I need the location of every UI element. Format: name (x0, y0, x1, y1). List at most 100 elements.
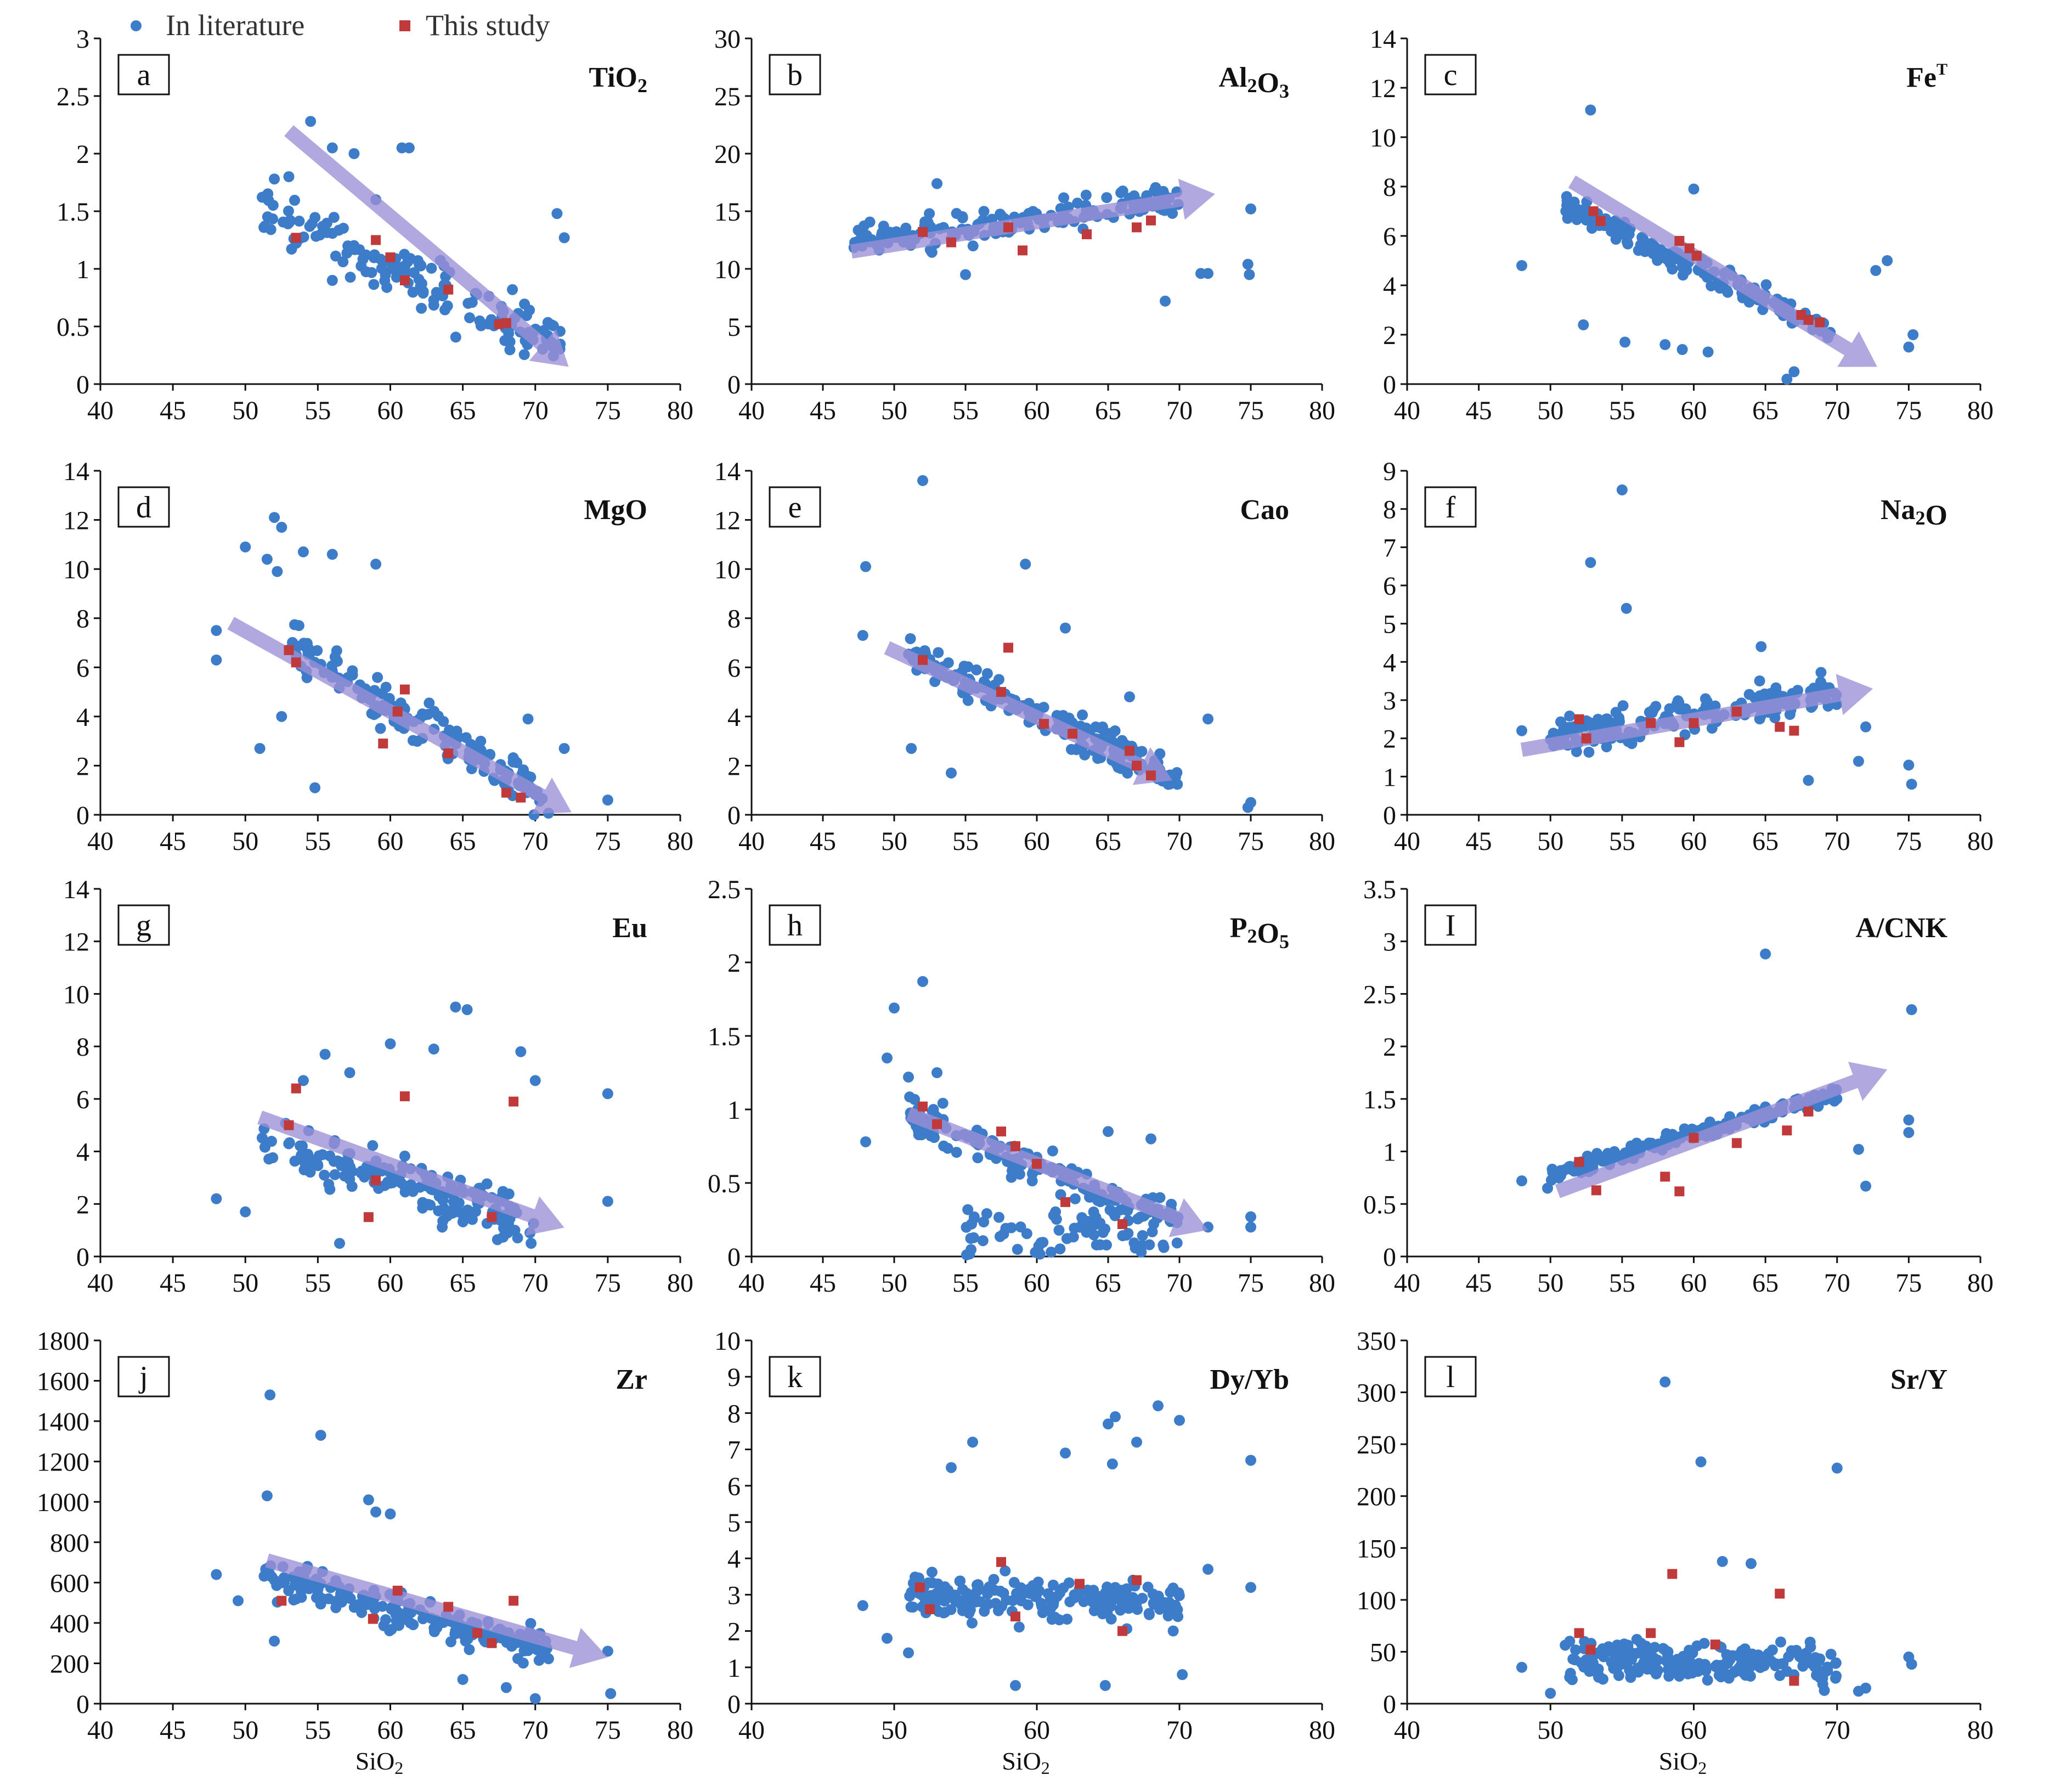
literature-point (1074, 1221, 1086, 1233)
x-tick-label: 40 (1394, 827, 1420, 856)
x-tick-label: 55 (952, 396, 979, 425)
panel-title: Eu (612, 912, 647, 944)
literature-point (464, 1644, 475, 1655)
literature-point (315, 1429, 326, 1441)
literature-point (1882, 255, 1893, 266)
literature-point (1160, 295, 1171, 307)
literature-point (269, 1635, 280, 1647)
literature-point (1202, 713, 1213, 725)
x-tick-label: 80 (667, 827, 693, 856)
literature-point (1162, 779, 1174, 790)
y-tick-label: 0 (76, 370, 89, 399)
y-tick-label: 14 (714, 457, 741, 486)
literature-point (1717, 1556, 1728, 1567)
literature-point (551, 208, 563, 219)
literature-point (1046, 1614, 1058, 1625)
x-tick-label: 70 (1824, 827, 1850, 856)
literature-point (1744, 1661, 1755, 1673)
panel-letter: h (787, 909, 803, 943)
y-tick-label: 2 (727, 1618, 741, 1647)
y-tick-label: 3 (1383, 928, 1396, 957)
y-tick-label: 3 (76, 25, 89, 54)
study-point (1132, 760, 1142, 771)
panel-letter-box (117, 54, 170, 95)
study-point (509, 1096, 519, 1107)
literature-point (1616, 484, 1628, 495)
literature-point (1582, 1656, 1593, 1667)
study-point (1646, 718, 1656, 728)
literature-point (426, 262, 437, 274)
literature-point (1619, 1147, 1631, 1159)
study-point (1117, 1219, 1127, 1230)
y-tick-label: 3 (727, 1581, 741, 1610)
literature-point (1548, 728, 1559, 739)
x-tick-label: 45 (1466, 1269, 1492, 1298)
x-tick-label: 60 (1681, 1716, 1707, 1745)
study-point (1803, 315, 1814, 325)
literature-point (602, 1196, 613, 1207)
x-tick-label: 50 (881, 396, 907, 425)
panel-letter: l (1446, 1360, 1455, 1394)
y-tick-label: 8 (727, 605, 741, 634)
literature-point (425, 1613, 437, 1624)
literature-point (461, 1004, 473, 1016)
trend-arrow (1568, 175, 1877, 367)
study-point (501, 787, 511, 798)
literature-point (1648, 704, 1659, 715)
literature-point (1579, 206, 1591, 218)
x-tick-label: 70 (1824, 1269, 1850, 1298)
study-point (1689, 718, 1699, 728)
literature-point (857, 630, 868, 641)
literature-point (1099, 1587, 1111, 1599)
literature-point (348, 240, 360, 251)
literature-point (1663, 1671, 1675, 1682)
trend-arrow (884, 641, 1172, 785)
literature-point (1030, 1247, 1041, 1258)
literature-point (310, 230, 322, 242)
x-tick-label: 50 (232, 396, 258, 425)
literature-point (1706, 723, 1718, 734)
literature-point (1634, 1661, 1646, 1673)
literature-point (882, 1632, 893, 1644)
literature-point (1244, 269, 1255, 280)
literature-point (1053, 1225, 1065, 1236)
literature-point (411, 736, 423, 747)
x-tick-label: 80 (1967, 396, 1994, 425)
literature-point (858, 220, 870, 232)
literature-point (1643, 1137, 1655, 1149)
study-point (1574, 1628, 1584, 1638)
literature-point (457, 1216, 468, 1227)
literature-point (913, 1573, 924, 1584)
panel-I: 40 45 50 55 60 65 70 75 80 0 0.5 1 1.5 2 2.5 3 3.5 I A/CNK (1363, 875, 1994, 1298)
literature-point (978, 206, 990, 217)
literature-point (392, 1606, 403, 1618)
literature-point (1132, 1604, 1143, 1615)
literature-point (970, 664, 982, 675)
literature-point (964, 1598, 975, 1610)
panel-letter-box (769, 54, 821, 95)
x-tick-label: 45 (160, 827, 186, 856)
x-tick-label: 75 (1238, 1269, 1264, 1298)
literature-point (951, 208, 962, 219)
literature-point (1788, 366, 1800, 377)
literature-point (1047, 1145, 1058, 1157)
literature-points (211, 1389, 617, 1704)
x-tick-label: 75 (595, 827, 621, 856)
study-point (371, 1175, 381, 1186)
literature-point (297, 546, 309, 557)
study-point (1710, 1639, 1720, 1650)
x-tick-label: 40 (738, 396, 765, 425)
literature-point (283, 1138, 295, 1149)
literature-point (288, 1594, 300, 1605)
literature-point (529, 1693, 541, 1704)
study-point (1060, 1197, 1070, 1207)
study-point (385, 252, 396, 262)
literature-point (370, 559, 382, 570)
study-point (1039, 719, 1049, 729)
literature-point (1063, 1577, 1075, 1588)
literature-point (1564, 1671, 1576, 1683)
literature-point (1092, 1600, 1104, 1611)
literature-point (1037, 1237, 1049, 1248)
literature-point (605, 1688, 617, 1699)
literature-point (1681, 264, 1692, 276)
